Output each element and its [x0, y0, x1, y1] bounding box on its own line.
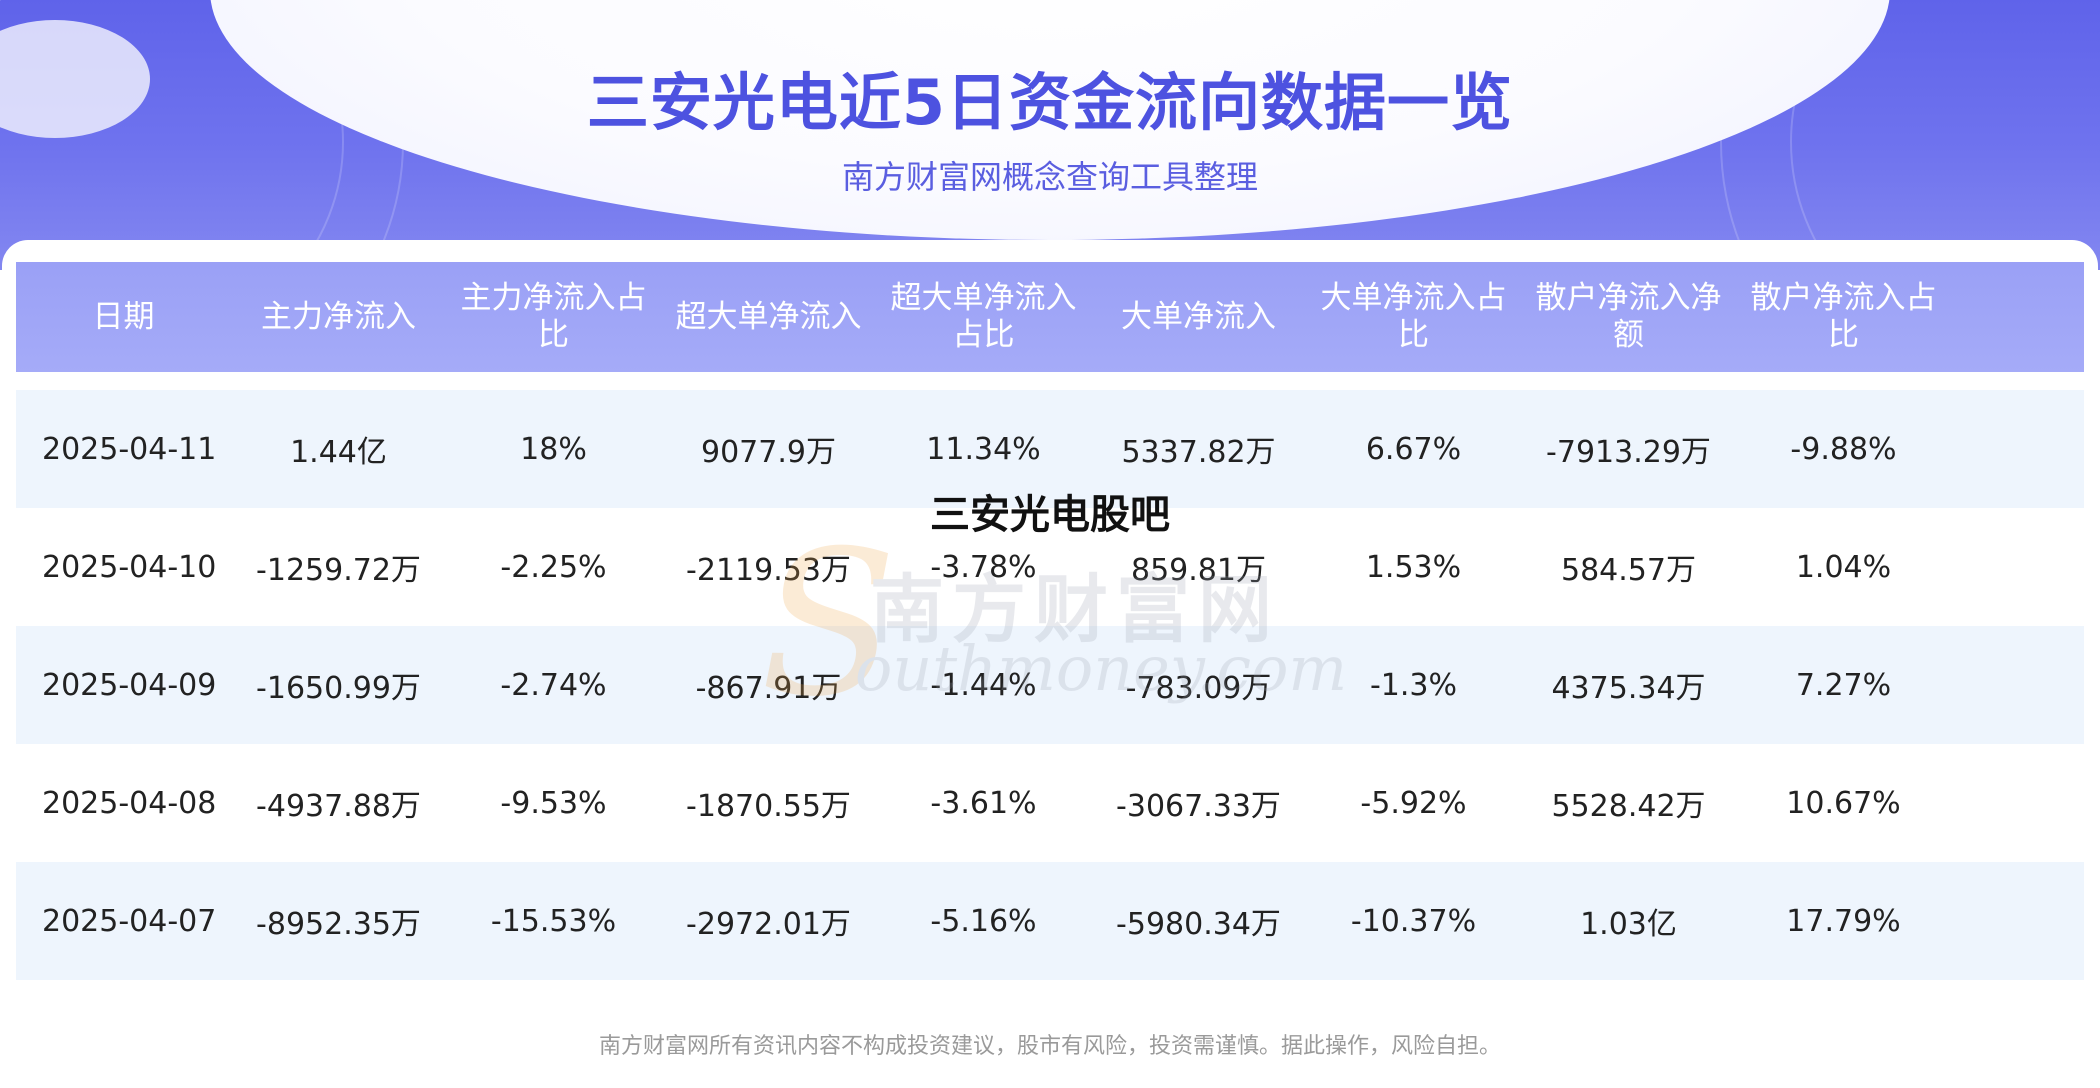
cell-value: -3.78% — [930, 549, 1037, 585]
cell-value: -2119.53万 — [686, 553, 851, 588]
cell-value: -1259.72万 — [256, 553, 421, 588]
cell-value: 859.81万 — [1131, 553, 1266, 588]
cell-value: -1.3% — [1369, 667, 1458, 703]
cell-value: -2.74% — [500, 667, 607, 703]
column-header-xl-ratio: 超大单净流入占比 — [890, 280, 1077, 353]
cell-date: 2025-04-10 — [42, 549, 217, 585]
table-row: 2025-04-11 1.44亿 18% 9077.9万 11.34% 5337… — [16, 390, 2084, 508]
table-row: 2025-04-07 -8952.35万 -15.53% -2972.01万 -… — [16, 862, 2084, 980]
overlay-title: 三安光电股吧 — [930, 492, 1170, 538]
cell-value: -4937.88万 — [256, 789, 421, 824]
cell-value: -867.91万 — [695, 671, 842, 706]
cell-value: -7913.29万 — [1546, 435, 1711, 470]
column-header-large-ratio: 大单净流入占比 — [1320, 280, 1507, 353]
table-row: 2025-04-10 -1259.72万 -2.25% -2119.53万 -3… — [16, 508, 2084, 626]
table-row: 2025-04-08 -4937.88万 -9.53% -1870.55万 -3… — [16, 744, 2084, 862]
cell-value: -3067.33万 — [1116, 789, 1281, 824]
cell-value: 4375.34万 — [1551, 671, 1706, 706]
column-header-main-inflow: 主力净流入 — [261, 298, 416, 335]
cell-value: -1870.55万 — [686, 789, 851, 824]
cell-value: 18% — [520, 431, 587, 467]
column-header-large-inflow: 大单净流入 — [1121, 298, 1276, 335]
cell-value: -5980.34万 — [1116, 907, 1281, 942]
decor-blob — [0, 20, 150, 138]
cell-value: -2.25% — [500, 549, 607, 585]
cell-date: 2025-04-07 — [42, 903, 217, 939]
cell-value: 1.03亿 — [1580, 907, 1677, 942]
cell-date: 2025-04-08 — [42, 785, 217, 821]
cell-value: 9077.9万 — [701, 435, 836, 470]
cell-value: -9.53% — [500, 785, 607, 821]
cell-value: 5528.42万 — [1551, 789, 1706, 824]
column-header-xl-inflow: 超大单净流入 — [675, 298, 862, 335]
cell-date: 2025-04-09 — [42, 667, 217, 703]
cell-value: -1.44% — [930, 667, 1037, 703]
cell-value: 1.53% — [1365, 549, 1462, 585]
cell-value: -15.53% — [490, 903, 617, 939]
decor-ring — [0, 0, 344, 270]
cell-value: -2972.01万 — [686, 907, 851, 942]
cell-value: -5.16% — [930, 903, 1037, 939]
table-row: 2025-04-09 -1650.99万 -2.74% -867.91万 -1.… — [16, 626, 2084, 744]
page-title: 三安光电近5日资金流向数据一览 — [586, 66, 1514, 139]
table-header: 日期 主力净流入 主力净流入占比 超大单净流入 超大单净流入占比 大单净流入 大… — [16, 262, 2084, 372]
column-header-date: 日期 — [92, 298, 155, 335]
cell-value: -783.09万 — [1125, 671, 1272, 706]
cell-value: -10.37% — [1350, 903, 1477, 939]
cell-value: -1650.99万 — [256, 671, 421, 706]
disclaimer-footer: 南方财富网所有资讯内容不构成投资建议，股市有风险，投资需谨慎。据此操作，风险自担… — [598, 1034, 1501, 1059]
cell-value: 5337.82万 — [1121, 435, 1276, 470]
column-header-retail-ratio: 散户净流入占比 — [1750, 280, 1937, 353]
cell-value: 584.57万 — [1561, 553, 1696, 588]
cell-value: -3.61% — [930, 785, 1037, 821]
cell-value: 1.04% — [1795, 549, 1892, 585]
cell-value: 7.27% — [1795, 667, 1892, 703]
cell-value: -8952.35万 — [256, 907, 421, 942]
cell-date: 2025-04-11 — [42, 431, 217, 467]
cell-value: 6.67% — [1365, 431, 1462, 467]
cell-value: -5.92% — [1360, 785, 1467, 821]
column-header-retail-inflow: 散户净流入净额 — [1535, 280, 1722, 353]
cell-value: 10.67% — [1786, 785, 1901, 821]
column-header-main-ratio: 主力净流入占比 — [460, 280, 647, 353]
page-subtitle: 南方财富网概念查询工具整理 — [841, 158, 1258, 196]
cell-value: -9.88% — [1790, 431, 1897, 467]
hero-banner: 三安光电近5日资金流向数据一览 南方财富网概念查询工具整理 — [0, 0, 2100, 270]
cell-value: 1.44亿 — [290, 435, 387, 470]
cell-value: 11.34% — [926, 431, 1041, 467]
cell-value: 17.79% — [1786, 903, 1901, 939]
decor-ring — [1790, 0, 2100, 270]
